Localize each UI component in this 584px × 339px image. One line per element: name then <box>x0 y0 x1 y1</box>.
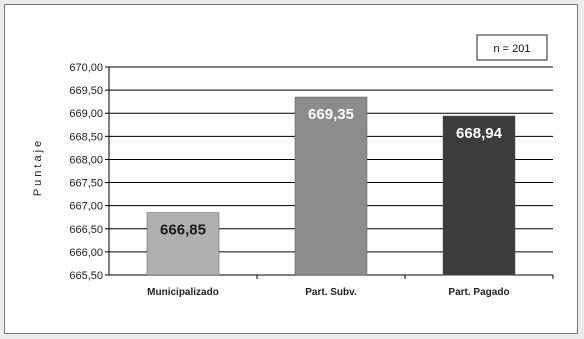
bar-value-label: 666,85 <box>160 222 206 239</box>
y-tick-label: 668,00 <box>69 154 103 166</box>
bar-value-label: 668,94 <box>456 125 503 142</box>
x-category-label: Part. Subv. <box>305 287 357 298</box>
y-tick-label: 667,50 <box>69 178 103 190</box>
y-tick-label: 670,00 <box>69 62 103 74</box>
y-tick-label: 665,50 <box>69 270 103 282</box>
bar <box>442 115 516 276</box>
y-tick-label: 666,50 <box>69 224 103 236</box>
y-tick-label: 669,50 <box>69 85 103 97</box>
sample-size-label: n = 201 <box>493 43 530 55</box>
y-tick-label: 667,00 <box>69 201 103 213</box>
chart-frame: 665,50 666,00 666,50 667,00 667,50 668,00 668,… <box>4 4 578 334</box>
y-tick-label: 668,50 <box>69 131 103 143</box>
sample-size-box: n = 201 <box>476 34 548 61</box>
y-tick-label: 666,00 <box>69 247 103 259</box>
bar <box>146 212 220 276</box>
bar <box>294 96 368 276</box>
bar-chart: 665,50 666,00 666,50 667,00 667,50 668,00 668,… <box>32 34 554 298</box>
labels: 665,50 666,00 666,50 667,00 667,50 668,00 668,… <box>69 62 509 298</box>
x-category-label: Part. Pagado <box>448 287 509 298</box>
y-axis-title: Puntaje <box>32 138 44 196</box>
x-category-label: Municipalizado <box>147 287 219 298</box>
y-tick-label: 669,00 <box>69 108 103 120</box>
bars <box>146 96 516 276</box>
bar-value-label: 669,35 <box>308 106 354 123</box>
